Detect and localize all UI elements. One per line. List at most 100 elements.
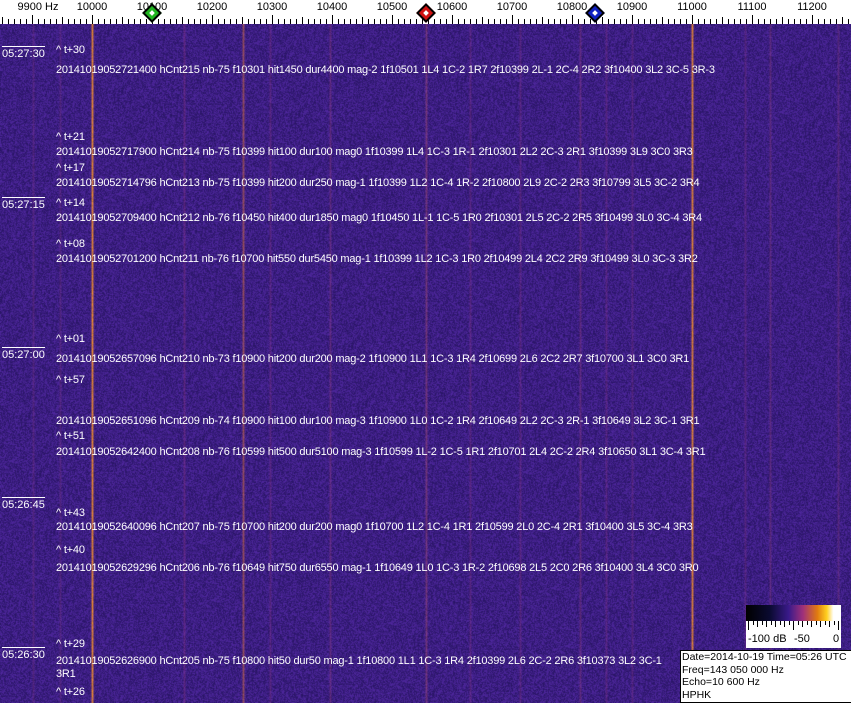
axis-tick — [20, 19, 21, 24]
axis-tick — [92, 15, 93, 24]
detection-line: 20141019052640096 hCnt207 nb-75 f10700 h… — [56, 521, 693, 533]
axis-tick — [110, 19, 111, 24]
axis-tick — [446, 19, 447, 24]
scale-tick — [784, 621, 785, 627]
axis-tick — [782, 17, 783, 24]
axis-tick — [158, 19, 159, 24]
axis-tick — [596, 19, 597, 24]
axis-tick — [116, 19, 117, 24]
axis-tick — [536, 19, 537, 24]
axis-tick — [50, 19, 51, 24]
axis-tick — [200, 19, 201, 24]
axis-tick — [170, 19, 171, 24]
axis-tick — [620, 19, 621, 24]
axis-tick — [392, 15, 393, 24]
axis-tick — [236, 19, 237, 24]
axis-tick — [740, 19, 741, 24]
axis-tick — [554, 19, 555, 24]
axis-tick — [584, 19, 585, 24]
axis-tick — [140, 19, 141, 24]
info-frequency: Freq=143 050 000 Hz — [682, 663, 784, 676]
axis-tick — [416, 19, 417, 24]
scale-tick — [802, 621, 803, 627]
scale-tick — [770, 621, 772, 625]
axis-tick-label: 10300 — [256, 1, 288, 13]
axis-tick — [362, 17, 363, 24]
red-marker-icon[interactable] — [415, 3, 436, 23]
time-label: 05:27:15 — [2, 197, 45, 211]
axis-tick — [572, 15, 573, 24]
offset-label: ^ t+29 — [56, 638, 85, 650]
axis-tick — [734, 19, 735, 24]
axis-tick — [38, 19, 39, 24]
axis-tick-label: 10900 — [616, 1, 648, 13]
axis-tick-label: 10400 — [316, 1, 348, 13]
axis-tick — [338, 19, 339, 24]
scale-label-max: 0 — [833, 633, 840, 645]
time-label: 05:27:00 — [2, 347, 45, 361]
axis-tick — [524, 19, 525, 24]
detection-line: 20141019052717900 hCnt214 nb-75 f10399 h… — [56, 146, 693, 158]
axis-tick — [302, 17, 303, 24]
axis-tick — [722, 17, 723, 24]
scale-label-min: -100 dB — [748, 633, 787, 645]
detection-line: 20141019052721400 hCnt215 nb-75 f10301 h… — [56, 64, 715, 76]
axis-tick — [122, 17, 123, 24]
axis-tick — [530, 19, 531, 24]
axis-tick — [452, 15, 453, 24]
axis-tick — [260, 19, 261, 24]
axis-tick — [272, 15, 273, 24]
axis-tick — [656, 19, 657, 24]
axis-tick — [608, 19, 609, 24]
scale-tick — [788, 621, 790, 625]
offset-label: ^ t+21 — [56, 131, 85, 143]
axis-tick — [188, 19, 189, 24]
axis-tick-label: 10500 — [376, 1, 408, 13]
info-station: HPHK — [682, 688, 712, 701]
scale-tick — [752, 621, 754, 625]
axis-tick — [746, 19, 747, 24]
axis-tick — [320, 19, 321, 24]
scale-tick — [815, 621, 817, 625]
axis-tick-label: 11200 — [797, 1, 827, 13]
axis-tick — [410, 19, 411, 24]
info-echo: Echo=10 600 Hz — [682, 676, 760, 688]
axis-tick — [440, 19, 441, 24]
axis-tick — [704, 19, 705, 24]
axis-tick — [668, 19, 669, 24]
axis-tick — [602, 17, 603, 24]
detection-line: 20141019052642400 hCnt208 nb-76 f10599 h… — [56, 446, 706, 458]
axis-tick — [386, 19, 387, 24]
time-label: 05:26:45 — [2, 497, 45, 511]
axis-tick — [296, 19, 297, 24]
axis-tick — [464, 19, 465, 24]
axis-tick — [284, 19, 285, 24]
axis-tick-label: 10800 — [556, 1, 588, 13]
axis-tick — [848, 19, 849, 24]
axis-tick — [788, 19, 789, 24]
offset-label: ^ t+43 — [56, 507, 85, 519]
axis-tick — [542, 17, 543, 24]
scale-tick — [766, 621, 767, 627]
offset-label: ^ t+08 — [56, 238, 85, 250]
detection-line: 20141019052629296 hCnt206 nb-76 f10649 h… — [56, 562, 699, 574]
axis-tick — [674, 19, 675, 24]
axis-tick — [650, 19, 651, 24]
axis-tick — [686, 19, 687, 24]
axis-tick — [590, 19, 591, 24]
axis-tick — [632, 15, 633, 24]
scale-tick — [757, 621, 758, 627]
axis-tick — [506, 19, 507, 24]
scale-tick — [838, 621, 839, 630]
axis-tick — [68, 19, 69, 24]
axis-tick — [218, 19, 219, 24]
axis-tick — [44, 19, 45, 24]
axis-tick — [638, 19, 639, 24]
axis-tick — [380, 19, 381, 24]
axis-tick-label: 10000 — [76, 1, 108, 13]
offset-label: ^ t+17 — [56, 162, 85, 174]
detection-line: 20141019052714796 hCnt213 nb-75 f10399 h… — [56, 177, 700, 189]
axis-tick — [824, 19, 825, 24]
axis-tick — [134, 19, 135, 24]
axis-tick — [512, 15, 513, 24]
